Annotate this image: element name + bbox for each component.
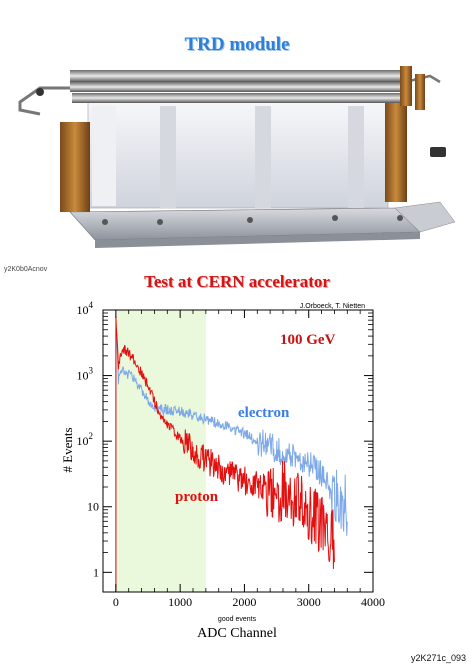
- x-tick-label: 4000: [361, 595, 385, 609]
- x-tick-label: 1000: [168, 595, 192, 609]
- y-tick-label: 102: [77, 431, 94, 448]
- y-axis-label: # Events: [60, 427, 75, 472]
- series-line-proton: [115, 316, 335, 592]
- y-tick-label: 1: [93, 565, 99, 579]
- series-proton: [115, 316, 335, 592]
- y-tick-label: 104: [77, 300, 94, 317]
- legend-proton: proton: [175, 489, 219, 505]
- x-axis-label: ADC Channel: [197, 626, 277, 641]
- axis-layer: 0 1000 2000 3000 4000 1 10 102 103 104: [77, 300, 386, 609]
- trd-module-photo: [18, 66, 456, 248]
- corner-tag: y2K0b0Acnov: [4, 266, 48, 273]
- energy-annotation: 100 GeV: [280, 332, 336, 348]
- x-sublabel: good events: [218, 616, 257, 623]
- y-tick-label: 10: [87, 500, 99, 514]
- adc-spectrum-chart: 0 1000 2000 3000 4000 1 10 102 103 104 J.Orboeck,…: [60, 300, 386, 641]
- series-electron: [115, 327, 348, 592]
- plot-title: Test at CERN accelerator: [144, 272, 330, 291]
- y-tick-label: 103: [77, 366, 94, 383]
- x-tick-label: 0: [113, 595, 119, 609]
- series-line-electron: [115, 327, 348, 592]
- page-title: TRD module: [184, 34, 290, 55]
- x-tick-label: 3000: [297, 595, 321, 609]
- series-layer: [115, 316, 348, 592]
- footer-code: y2K271c_093: [410, 653, 466, 663]
- legend-electron: electron: [238, 405, 290, 421]
- x-tick-label: 2000: [232, 595, 256, 609]
- credit-text: J.Orboeck, T. Nietten: [300, 303, 365, 310]
